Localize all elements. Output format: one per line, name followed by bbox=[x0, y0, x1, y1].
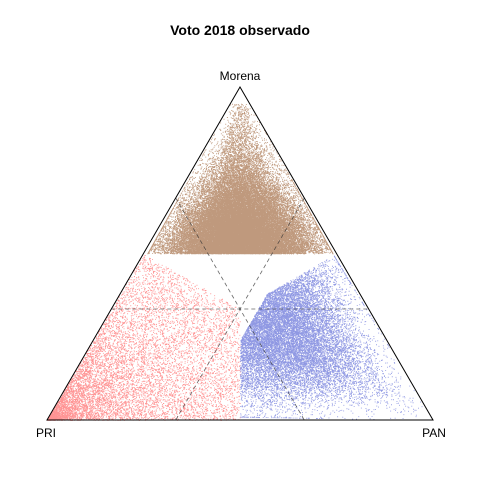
series-pri-points bbox=[47, 255, 241, 421]
vertex-label-pan: PAN bbox=[422, 426, 446, 440]
series-pri bbox=[47, 255, 241, 421]
vertex-label-pri: PRI bbox=[36, 426, 56, 440]
series-morena bbox=[147, 103, 334, 255]
ref-line-pan-third bbox=[175, 197, 305, 421]
series-pan-points bbox=[240, 255, 423, 420]
vertex-label-morena: Morena bbox=[220, 69, 261, 83]
series-pan bbox=[240, 255, 423, 420]
reference-lines bbox=[111, 197, 369, 421]
chart-title: Voto 2018 observado bbox=[170, 22, 310, 38]
ternary-triangle-outline bbox=[46, 86, 434, 421]
series-morena-points bbox=[147, 103, 334, 255]
points-layer bbox=[47, 103, 423, 421]
